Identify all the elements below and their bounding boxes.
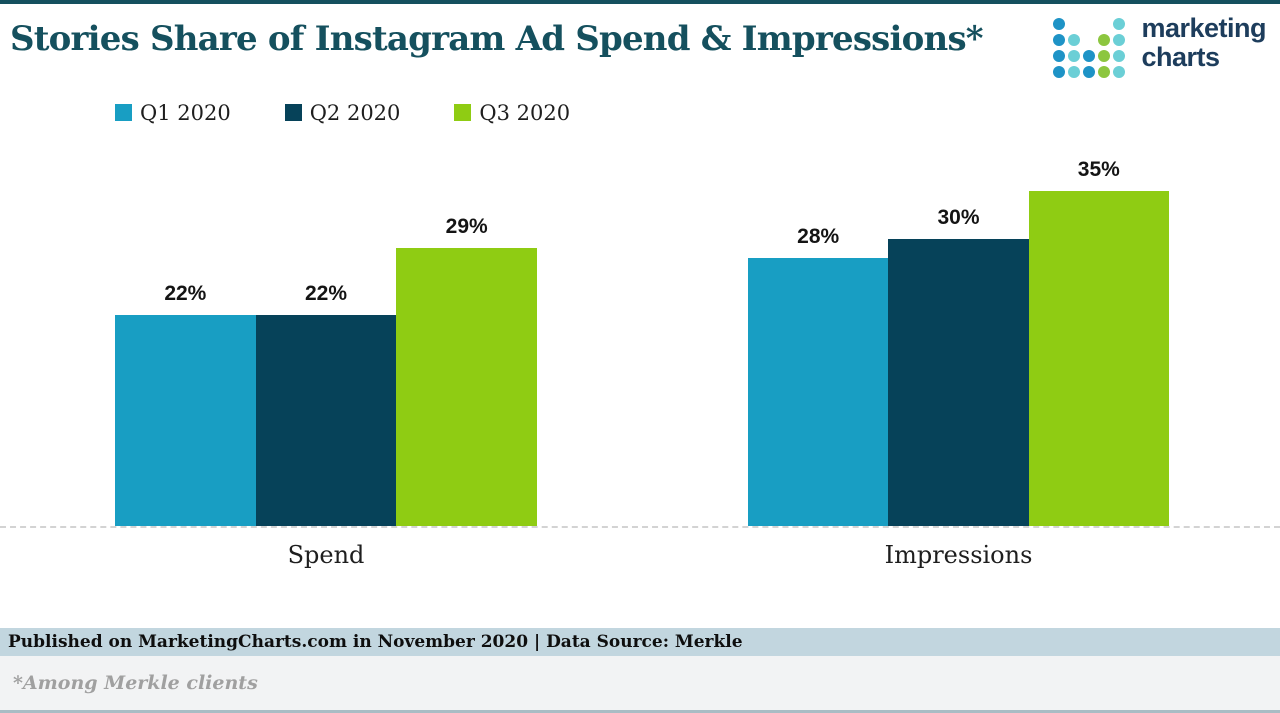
bar-q1-2020-spend: 22% xyxy=(115,282,256,526)
published-band: Published on MarketingCharts.com in Nove… xyxy=(0,628,1280,656)
legend-label: Q1 2020 xyxy=(140,100,231,125)
logo-dot xyxy=(1068,34,1081,46)
bar-q3-2020-spend: 29% xyxy=(396,215,538,526)
logo-dot xyxy=(1068,50,1081,62)
published-text: Published on MarketingCharts.com in Nove… xyxy=(8,632,743,652)
bar-value-label: 30% xyxy=(937,206,980,229)
bar-q1-2020-impressions: 28% xyxy=(748,225,889,526)
logo-dot xyxy=(1053,66,1066,78)
footnote-band: *Among Merkle clients xyxy=(0,656,1280,713)
legend-item-q2-2020: Q2 2020 xyxy=(284,100,401,125)
category-label-impressions: Impressions xyxy=(884,541,1033,569)
legend-swatch-icon xyxy=(115,104,132,121)
bar-q3-2020-impressions: 35% xyxy=(1028,158,1169,526)
logo-dot xyxy=(1083,50,1096,62)
bar-value-label: 35% xyxy=(1077,158,1120,181)
bar-q2-2020-spend: 22% xyxy=(255,282,397,526)
legend-label: Q2 2020 xyxy=(309,100,401,125)
legend: Q1 2020 Q2 2020 Q3 2020 xyxy=(0,100,1280,125)
legend-label: Q3 2020 xyxy=(479,100,571,125)
logo-wordmark-line1: marketing xyxy=(1141,13,1266,43)
bar-value-label: 22% xyxy=(304,282,348,305)
logo-wordmark-line2: charts xyxy=(1141,42,1220,72)
logo-dot xyxy=(1113,66,1126,78)
logo-dot xyxy=(1098,66,1111,78)
legend-swatch-icon xyxy=(454,104,472,121)
legend-item-q3-2020: Q3 2020 xyxy=(454,101,570,125)
logo-wordmark: marketing charts xyxy=(1141,14,1266,72)
logo-dot xyxy=(1053,18,1066,30)
logo-dots-icon xyxy=(1053,18,1128,82)
bar-value-label: 29% xyxy=(445,215,488,238)
category-label-spend: Spend xyxy=(287,541,365,569)
logo-dot xyxy=(1098,34,1111,46)
axis-row: Spend Impressions xyxy=(0,528,1280,628)
bar-q2-2020-impressions: 30% xyxy=(888,206,1029,526)
logo-dot xyxy=(1083,66,1096,78)
legend-item-q1-2020: Q1 2020 xyxy=(115,101,231,125)
bar-group-spend: 22% 22% 29% xyxy=(115,215,538,526)
logo-dot xyxy=(1098,50,1111,62)
footnote-text: *Among Merkle clients xyxy=(13,672,258,694)
bar-group-impressions: 28% 30% 35% xyxy=(748,158,1169,526)
page-title: Stories Share of Instagram Ad Spend & Im… xyxy=(10,19,984,59)
logo-dot xyxy=(1053,34,1066,46)
legend-swatch-icon xyxy=(284,104,302,121)
bar-value-label: 28% xyxy=(797,225,840,248)
marketingcharts-logo: marketing charts xyxy=(1053,14,1266,82)
top-accent-border xyxy=(0,0,1280,4)
logo-dot xyxy=(1068,66,1081,78)
logo-dot xyxy=(1113,50,1126,62)
plot-area: 22% 22% 29% 28% 30% 35% xyxy=(0,125,1280,528)
logo-dot xyxy=(1113,18,1126,30)
logo-dot xyxy=(1053,50,1066,62)
bar-value-label: 22% xyxy=(164,282,207,305)
header: Stories Share of Instagram Ad Spend & Im… xyxy=(0,4,1280,100)
logo-dot xyxy=(1113,34,1126,46)
